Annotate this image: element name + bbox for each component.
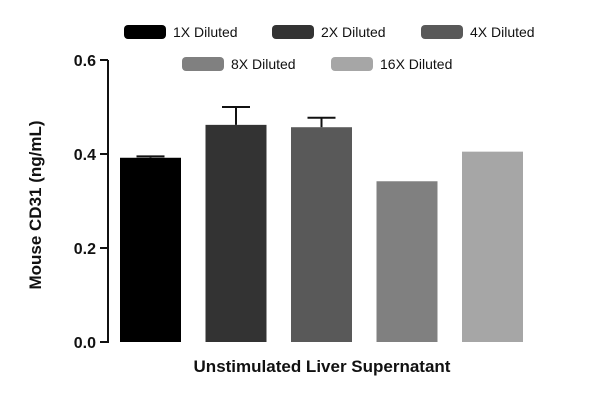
y-tick-label: 0.0 (74, 335, 96, 352)
x-axis-title: Unstimulated Liver Supernatant (194, 357, 451, 376)
legend-label: 16X Diluted (380, 56, 452, 72)
legend-item-4x-diluted: 4X Diluted (421, 24, 535, 40)
legend-label: 8X Diluted (231, 56, 296, 72)
y-tick-label: 0.2 (74, 241, 96, 258)
error-bar-2x-diluted (222, 106, 250, 125)
bar-2x-diluted (205, 124, 267, 342)
legend-swatch (421, 25, 463, 39)
legend-label: 4X Diluted (470, 24, 535, 40)
bar-8x-diluted (376, 181, 438, 342)
y-axis-title: Mouse CD31 (ng/mL) (26, 120, 45, 289)
legend-item-1x-diluted: 1X Diluted (124, 24, 238, 40)
legend-swatch (124, 25, 166, 39)
bar-4x-diluted (291, 127, 352, 343)
y-axis: 0.0 0.2 0.4 0.6 (74, 53, 109, 352)
y-tick-label: 0.6 (74, 53, 96, 70)
legend-label: 2X Diluted (321, 24, 386, 40)
legend-swatch (272, 25, 314, 39)
bar-16x-diluted (462, 151, 523, 342)
error-bar-4x-diluted (307, 116, 336, 128)
error-bars-group (136, 106, 336, 158)
error-bar-1x-diluted (136, 155, 165, 158)
legend-swatch (331, 57, 373, 71)
bars-group (120, 124, 523, 343)
legend-item-2x-diluted: 2X Diluted (272, 24, 386, 40)
y-tick-label: 0.4 (74, 147, 96, 164)
bar-1x-diluted (120, 157, 181, 342)
legend: 1X Diluted 2X Diluted 4X Diluted 8X Diluted… (124, 24, 535, 72)
legend-label: 1X Diluted (173, 24, 238, 40)
legend-item-16x-diluted: 16X Diluted (331, 56, 452, 72)
legend-item-8x-diluted: 8X Diluted (182, 56, 296, 72)
legend-swatch (182, 57, 224, 71)
